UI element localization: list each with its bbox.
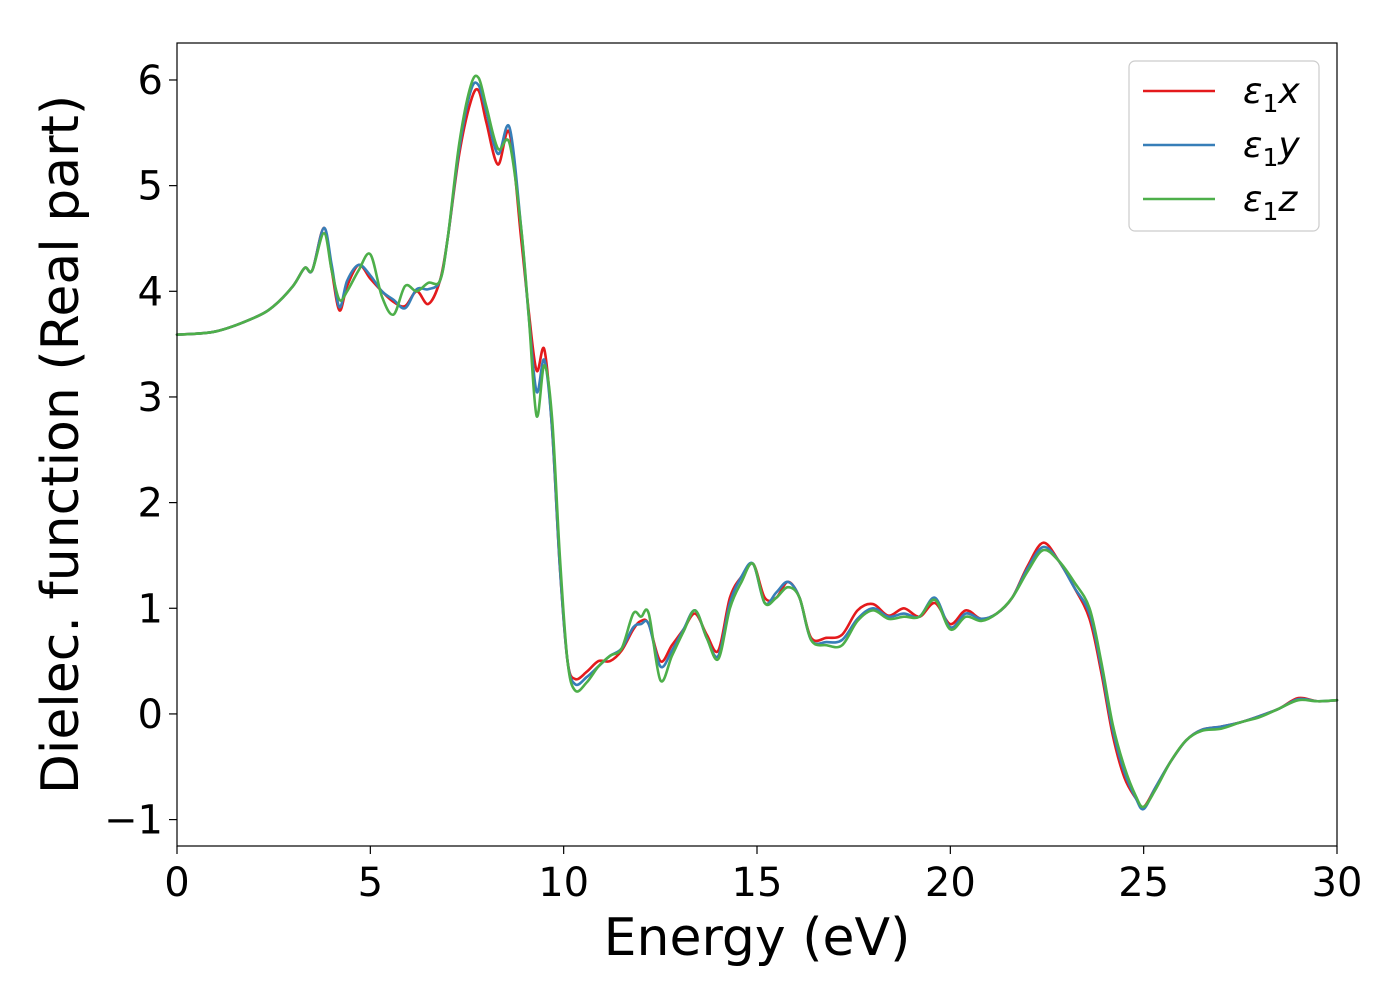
x-tick-label: 5 bbox=[358, 860, 383, 906]
y-axis-ticks: −1 0 1 2 3 4 5 6 bbox=[104, 58, 177, 844]
series-line-z bbox=[175, 74, 1339, 809]
legend-label-x: ε1x bbox=[1243, 71, 1300, 118]
y-tick-label: 0 bbox=[138, 692, 163, 738]
legend-epsilon: ε bbox=[1243, 125, 1262, 166]
legend-box bbox=[1128, 60, 1320, 232]
y-tick-label: 4 bbox=[138, 269, 163, 315]
x-tick-label: 20 bbox=[925, 860, 976, 906]
y-tick-label: 5 bbox=[138, 164, 163, 210]
legend-component: z bbox=[1277, 179, 1298, 220]
x-tick-label: 30 bbox=[1312, 860, 1363, 906]
legend-component: x bbox=[1277, 71, 1300, 112]
legend-component: y bbox=[1277, 125, 1300, 166]
legend-subscript: 1 bbox=[1262, 197, 1278, 226]
legend-epsilon: ε bbox=[1243, 179, 1262, 220]
legend-label-y: ε1y bbox=[1243, 125, 1300, 172]
y-tick-label: 2 bbox=[138, 481, 163, 527]
y-tick-label: −1 bbox=[104, 798, 163, 844]
x-tick-label: 15 bbox=[732, 860, 783, 906]
x-tick-label: 10 bbox=[538, 860, 589, 906]
x-tick-label: 25 bbox=[1118, 860, 1169, 906]
y-axis-label: Dielec. function (Real part) bbox=[31, 95, 91, 794]
x-axis-ticks: 0 5 10 15 20 25 30 bbox=[164, 846, 1362, 906]
y-tick-label: 3 bbox=[138, 375, 163, 421]
legend-label-z: ε1z bbox=[1243, 179, 1298, 226]
legend-subscript: 1 bbox=[1262, 89, 1278, 118]
x-axis-label: Energy (eV) bbox=[604, 908, 911, 968]
legend-subscript: 1 bbox=[1262, 143, 1278, 172]
y-tick-label: 1 bbox=[138, 586, 163, 632]
series-layer bbox=[175, 74, 1339, 811]
x-tick-label: 0 bbox=[164, 860, 189, 906]
legend-epsilon: ε bbox=[1243, 71, 1262, 112]
y-tick-label: 6 bbox=[138, 58, 163, 104]
